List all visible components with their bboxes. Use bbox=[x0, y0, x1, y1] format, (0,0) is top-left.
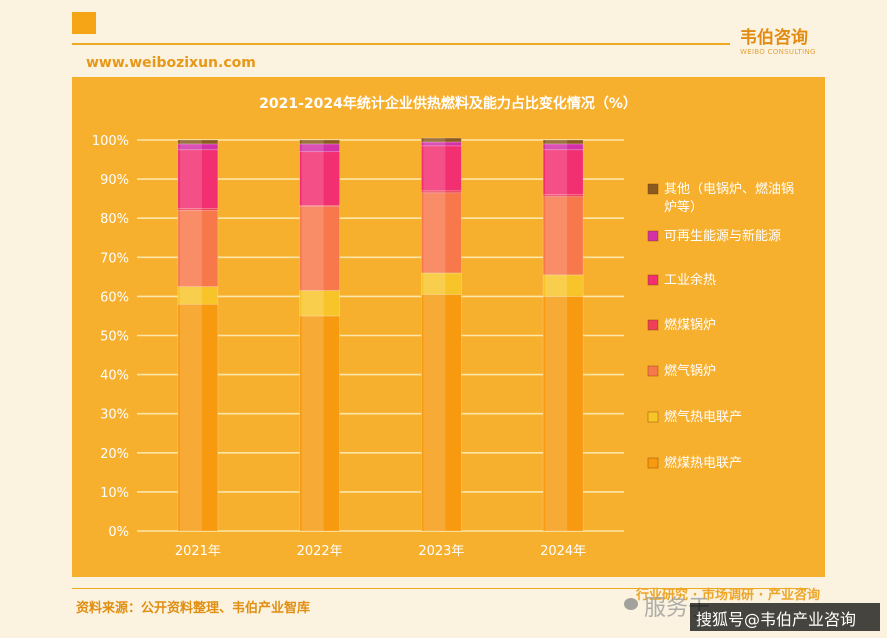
legend-swatch bbox=[647, 365, 659, 377]
y-tick-label: 100% bbox=[92, 134, 129, 149]
footer-tagline: 行业研究 · 市场调研 · 产业咨询 bbox=[636, 588, 820, 603]
bar-segment bbox=[299, 206, 340, 291]
legend-label: 工业余热 bbox=[664, 272, 716, 288]
legend-swatch bbox=[647, 411, 659, 423]
y-tick-label: 0% bbox=[108, 525, 129, 540]
header-divider bbox=[72, 43, 730, 45]
legend-label: 燃煤锅炉 bbox=[664, 317, 716, 333]
brand-logo: 韦伯咨询 WEIBO CONSULTING bbox=[740, 28, 820, 57]
y-tick-label: 30% bbox=[100, 408, 129, 423]
legend-swatch bbox=[647, 230, 659, 242]
legend-label-line: 其他（电锅炉、燃油锅 bbox=[664, 181, 794, 197]
x-tick-label: 2023年 bbox=[418, 544, 464, 559]
bar-segment bbox=[542, 296, 584, 532]
y-tick-label: 90% bbox=[100, 173, 129, 188]
chart-title: 2021-2024年统计企业供热燃料及能力占比变化情况（%） bbox=[259, 95, 637, 112]
legend-label: 燃气锅炉 bbox=[664, 363, 716, 379]
legend-swatch bbox=[647, 274, 659, 286]
bar-segment bbox=[542, 139, 584, 145]
legend-label: 可再生能源与新能源 bbox=[664, 228, 781, 244]
legend-label-line: 炉等） bbox=[664, 199, 703, 215]
brand-logo-square bbox=[72, 12, 96, 34]
bar-highlight bbox=[423, 138, 446, 532]
y-tick-label: 10% bbox=[100, 486, 129, 501]
bar-highlight bbox=[179, 140, 202, 531]
legend-label: 其他（电锅炉、燃油锅炉等） bbox=[664, 181, 794, 215]
wechat-icon bbox=[624, 598, 638, 610]
x-tick-label: 2022年 bbox=[297, 544, 343, 559]
brand-name: 韦伯咨询 bbox=[740, 28, 808, 48]
bar-highlight bbox=[545, 140, 568, 531]
bar-highlight bbox=[301, 140, 324, 531]
bar-segment bbox=[299, 151, 340, 206]
brand-subtitle: WEIBO CONSULTING bbox=[740, 48, 816, 56]
legend-label: 燃煤热电联产 bbox=[664, 455, 742, 471]
x-tick-label: 2021年 bbox=[175, 544, 221, 559]
bar-segment bbox=[542, 196, 584, 276]
bar-segment bbox=[177, 139, 219, 145]
bar-segment bbox=[299, 139, 340, 145]
y-tick-label: 40% bbox=[100, 369, 129, 384]
bar-segment bbox=[421, 137, 462, 143]
source-note: 资料来源：公开资料整理、韦伯产业智库 bbox=[76, 601, 311, 616]
legend-swatch bbox=[647, 457, 659, 469]
y-tick-label: 60% bbox=[100, 290, 129, 305]
bar-segment bbox=[177, 303, 219, 532]
stacked-bar-chart: 2021-2024年统计企业供热燃料及能力占比变化情况（%） 0% 10% 20% 30… bbox=[92, 95, 794, 559]
watermark-account: 搜狐号@韦伯产业咨询 bbox=[696, 610, 857, 629]
footer-divider bbox=[72, 588, 808, 589]
y-tick-label: 80% bbox=[100, 212, 129, 227]
legend-label: 燃气热电联产 bbox=[664, 409, 742, 425]
bar-segment bbox=[421, 192, 462, 274]
x-tick-label: 2024年 bbox=[540, 544, 586, 559]
bar-segment bbox=[177, 149, 219, 209]
watermark-box bbox=[690, 603, 880, 631]
bar-segment bbox=[177, 210, 219, 287]
y-tick-label: 20% bbox=[100, 447, 129, 462]
y-tick-label: 70% bbox=[100, 251, 129, 266]
legend-swatch bbox=[647, 183, 659, 195]
site-url[interactable]: www.weibozixun.com bbox=[86, 55, 256, 71]
bar-segment bbox=[421, 294, 462, 532]
bar-segment bbox=[542, 274, 584, 297]
legend-swatch bbox=[647, 319, 659, 331]
bar-segment bbox=[299, 290, 340, 317]
bar-segment bbox=[542, 149, 584, 196]
y-tick-label: 50% bbox=[100, 330, 129, 345]
